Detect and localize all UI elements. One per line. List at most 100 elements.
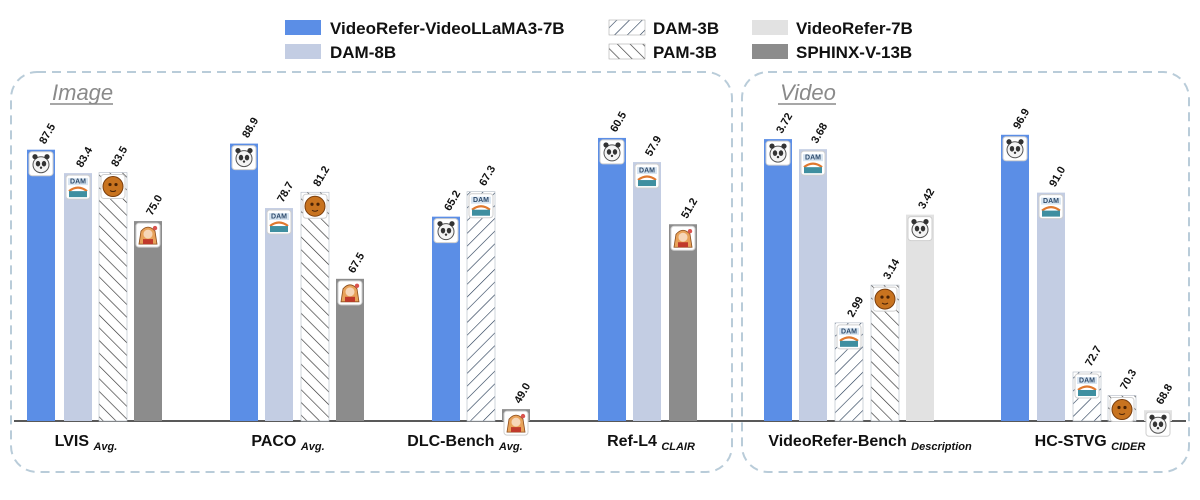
bar-dlc-bench-videorefer-videollama3-7b [432, 216, 460, 421]
category-labels: LVIS Avg. PACO Avg. DLC-Bench Avg. Ref-L4 C… [55, 433, 1146, 453]
bar-lvis-pam-3b [98, 172, 128, 422]
value-label-hc-stvg-videorefer-videollama3-7b: 96.9 [1011, 107, 1032, 132]
value-label-hc-stvg-dam-8b: 91.0 [1047, 165, 1068, 190]
value-label-ref-l4-sphinx-v-13b: 51.2 [679, 196, 700, 221]
dam-model-icon: DAM [1038, 194, 1064, 220]
legend-swatch-dam-3b [608, 19, 646, 36]
bar-group-paco: 88.9 DAM 78.7 81.2 67.5 [230, 116, 367, 422]
legend-item-pam-3b: PAM-3B [608, 43, 717, 62]
category-label-lvis: LVIS Avg. [55, 433, 118, 453]
value-label-lvis-sphinx-v-13b: 75.0 [144, 193, 165, 218]
legend-swatch-dam-8b [285, 44, 321, 59]
svg-text:DAM: DAM [1043, 198, 1059, 205]
video-panel-frame [741, 71, 1190, 473]
bar-paco-videorefer-videollama3-7b [230, 143, 258, 421]
value-label-dlc-bench-sphinx-v-13b: 49.0 [512, 381, 533, 406]
dam-model-icon: DAM [836, 324, 862, 350]
bar-ref-l4-dam-8b [633, 162, 661, 421]
legend-swatch-pam-3b [608, 43, 646, 60]
legend-item-videorefer-videollama3-7b: VideoRefer-VideoLLaMA3-7B [285, 19, 565, 38]
video-panel-title: Video [780, 80, 836, 105]
legend: VideoRefer-VideoLLaMA3-7B DAM-8B DAM-3B … [285, 19, 913, 62]
value-label-ref-l4-videorefer-videollama3-7b: 60.5 [608, 110, 629, 135]
legend-item-dam-3b: DAM-3B [608, 19, 719, 38]
category-label-paco: PACO Avg. [251, 433, 324, 453]
sphinx-model-icon [337, 280, 363, 306]
bar-paco-pam-3b [300, 191, 330, 422]
bar-paco-dam-8b [265, 208, 293, 421]
value-label-videorefer-bench-videorefer-videollama3-7b: 3.72 [774, 111, 795, 136]
bar-ref-l4-videorefer-videollama3-7b [598, 137, 626, 421]
bar-group-lvis: 87.5 DAM 83.4 83.5 75.0 [27, 122, 165, 422]
value-label-paco-videorefer-videollama3-7b: 88.9 [240, 116, 261, 141]
bar-hc-stvg-dam-8b [1037, 192, 1065, 421]
bar-hc-stvg-videorefer-videollama3-7b [1001, 134, 1029, 422]
legend-item-videorefer-7b: VideoRefer-7B [752, 19, 913, 38]
panda-model-icon [231, 145, 257, 171]
svg-text:DAM: DAM [70, 179, 86, 186]
legend-label-dam-3b: DAM-3B [653, 19, 719, 38]
legend-label-pam-3b: PAM-3B [653, 43, 717, 62]
legend-swatch-videorefer-7b [752, 20, 788, 35]
dam-model-icon: DAM [468, 193, 494, 219]
value-label-videorefer-bench-pam-3b: 3.14 [881, 256, 903, 281]
dam-model-icon: DAM [266, 209, 292, 235]
image-panel-title: Image [52, 80, 113, 105]
dam-model-icon: DAM [634, 163, 660, 189]
pam-model-icon [872, 286, 898, 312]
bars-layer: 87.5 DAM 83.4 83.5 75.0 88.9 DAM 78.7 81.2 67.5 65… [27, 107, 1175, 437]
value-label-hc-stvg-pam-3b: 70.3 [1118, 367, 1139, 392]
bar-ref-l4-sphinx-v-13b [669, 224, 697, 421]
panda-model-icon [1145, 411, 1171, 437]
panda-model-icon [433, 218, 459, 244]
svg-text:DAM: DAM [271, 214, 287, 221]
dam-model-icon: DAM [1074, 373, 1100, 399]
pam-model-icon [1109, 397, 1135, 423]
value-label-paco-dam-8b: 78.7 [275, 180, 296, 205]
value-label-videorefer-bench-dam-8b: 3.68 [809, 121, 830, 146]
bar-videorefer-bench-videorefer-videollama3-7b [764, 139, 792, 422]
image-panel-frame [10, 71, 733, 473]
svg-text:DAM: DAM [841, 328, 857, 335]
pam-model-icon [302, 193, 328, 219]
bar-group-dlc-bench: 65.2 DAM 67.3 49.0 [432, 164, 533, 436]
legend-label-sphinx-v-13b: SPHINX-V-13B [796, 43, 912, 62]
value-label-videorefer-bench-dam-3b: 2.99 [845, 295, 866, 320]
bar-lvis-dam-8b [64, 173, 92, 421]
value-label-dlc-bench-dam-3b: 67.3 [477, 164, 498, 189]
value-label-paco-sphinx-v-13b: 67.5 [346, 251, 367, 276]
legend-label-dam-8b: DAM-8B [330, 43, 396, 62]
value-label-hc-stvg-dam-3b: 72.7 [1083, 344, 1104, 369]
bar-dlc-bench-dam-3b [466, 191, 496, 422]
legend-item-sphinx-v-13b: SPHINX-V-13B [752, 43, 912, 62]
value-label-paco-pam-3b: 81.2 [311, 164, 332, 189]
panda-model-icon [1002, 136, 1028, 162]
bar-group-ref-l4: 60.5 DAM 57.9 51.2 [598, 110, 700, 421]
value-label-ref-l4-dam-8b: 57.9 [643, 134, 664, 159]
sphinx-model-icon [135, 222, 161, 248]
category-label-ref-l4: Ref-L4 CLAIR [607, 433, 695, 453]
panda-model-icon [28, 151, 54, 177]
pam-model-icon [100, 174, 126, 200]
value-label-hc-stvg-videorefer-7b: 68.8 [1154, 382, 1175, 407]
value-label-lvis-videorefer-videollama3-7b: 87.5 [37, 122, 58, 147]
panda-model-icon [765, 140, 791, 166]
svg-text:DAM: DAM [473, 197, 489, 204]
legend-item-dam-8b: DAM-8B [285, 43, 396, 62]
svg-text:DAM: DAM [1079, 377, 1095, 384]
bar-videorefer-bench-dam-8b [799, 149, 827, 421]
category-label-videorefer-bench: VideoRefer-Bench Description [768, 433, 972, 453]
bar-group-hc-stvg: 96.9 DAM 91.0 DAM 72.7 70.3 68.8 [1001, 107, 1175, 437]
value-label-videorefer-bench-videorefer-7b: 3.42 [916, 187, 937, 212]
category-label-hc-stvg: HC-STVG CIDER [1035, 433, 1146, 453]
category-label-dlc-bench: DLC-Bench Avg. [407, 433, 522, 453]
legend-label-videorefer-7b: VideoRefer-7B [796, 19, 913, 38]
legend-swatch-videorefer-videollama3-7b [285, 20, 321, 35]
value-label-dlc-bench-videorefer-videollama3-7b: 65.2 [442, 189, 463, 214]
bar-group-videorefer-bench: 3.72 DAM 3.68 DAM 2.99 3.14 3.42 [764, 111, 937, 422]
value-label-lvis-pam-3b: 83.5 [109, 144, 130, 169]
value-label-lvis-dam-8b: 83.4 [74, 144, 96, 169]
svg-text:DAM: DAM [639, 168, 655, 175]
legend-swatch-sphinx-v-13b [752, 44, 788, 59]
